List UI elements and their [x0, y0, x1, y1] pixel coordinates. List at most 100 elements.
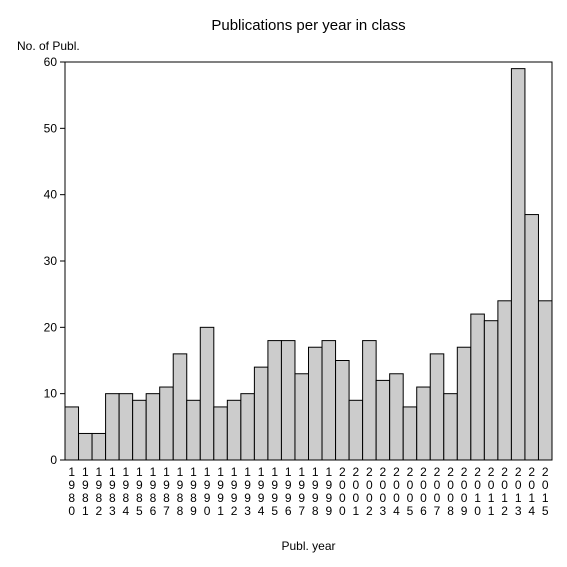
- x-tick-label-char: 9: [95, 478, 102, 492]
- x-tick-label-char: 0: [353, 478, 360, 492]
- x-tick-label-char: 0: [528, 478, 535, 492]
- x-tick-label-char: 2: [501, 465, 508, 479]
- x-tick-label-char: 3: [515, 504, 522, 518]
- x-tick-label-char: 3: [109, 504, 116, 518]
- bar: [376, 380, 390, 460]
- bar: [444, 394, 458, 460]
- x-tick-label-char: 0: [447, 491, 454, 505]
- x-tick-label-char: 9: [68, 478, 75, 492]
- bar: [92, 433, 106, 460]
- x-tick-label-char: 2: [95, 504, 102, 518]
- x-tick-label-char: 1: [285, 465, 292, 479]
- x-tick-label-char: 9: [190, 504, 197, 518]
- x-tick-label-char: 0: [407, 491, 414, 505]
- x-tick-label-char: 0: [380, 491, 387, 505]
- x-tick-label-char: 9: [258, 491, 265, 505]
- x-tick-label-char: 2: [461, 465, 468, 479]
- x-tick-label-char: 9: [109, 478, 116, 492]
- x-tick-label-char: 9: [325, 478, 332, 492]
- x-tick-label-char: 1: [488, 491, 495, 505]
- x-tick-label-char: 1: [231, 465, 238, 479]
- bar: [430, 354, 444, 460]
- bar: [417, 387, 431, 460]
- x-tick-label-char: 0: [339, 478, 346, 492]
- x-tick-label-char: 2: [420, 465, 427, 479]
- y-tick-label: 50: [44, 121, 58, 135]
- bar: [173, 354, 187, 460]
- x-tick-label-char: 1: [271, 465, 278, 479]
- bar: [363, 341, 377, 460]
- bar: [295, 374, 309, 460]
- x-tick-label-char: 9: [163, 478, 170, 492]
- bar: [254, 367, 268, 460]
- x-tick-label-char: 1: [177, 465, 184, 479]
- x-tick-label-char: 1: [109, 465, 116, 479]
- x-tick-label-char: 6: [285, 504, 292, 518]
- bar: [160, 387, 174, 460]
- bar: [146, 394, 160, 460]
- bar: [336, 361, 350, 461]
- x-tick-label-char: 2: [393, 465, 400, 479]
- x-tick-label-char: 9: [271, 478, 278, 492]
- x-tick-label-char: 1: [204, 465, 211, 479]
- x-tick-label-char: 3: [244, 504, 251, 518]
- chart-container: Publications per year in classNo. of Pub…: [0, 0, 567, 567]
- bar: [471, 314, 485, 460]
- bar: [538, 301, 552, 460]
- x-tick-label-char: 6: [420, 504, 427, 518]
- x-tick-label-char: 9: [136, 478, 143, 492]
- x-tick-label-char: 1: [95, 465, 102, 479]
- x-tick-label-char: 8: [177, 491, 184, 505]
- x-tick-label-char: 8: [447, 504, 454, 518]
- bar: [511, 69, 525, 460]
- x-tick-label-char: 0: [434, 491, 441, 505]
- x-tick-label-char: 4: [258, 504, 265, 518]
- x-tick-label-char: 2: [447, 465, 454, 479]
- x-tick-label-char: 0: [542, 478, 549, 492]
- x-tick-label-char: 8: [136, 491, 143, 505]
- x-tick-label-char: 5: [407, 504, 414, 518]
- x-tick-label-char: 3: [380, 504, 387, 518]
- x-tick-label-char: 0: [353, 491, 360, 505]
- x-tick-label-char: 9: [285, 491, 292, 505]
- x-tick-label-char: 9: [285, 478, 292, 492]
- x-tick-label-char: 7: [434, 504, 441, 518]
- x-tick-label-char: 2: [434, 465, 441, 479]
- x-tick-label-char: 1: [542, 491, 549, 505]
- bar: [133, 400, 147, 460]
- x-tick-label-char: 1: [163, 465, 170, 479]
- x-tick-label-char: 5: [542, 504, 549, 518]
- x-tick-label-char: 8: [123, 491, 130, 505]
- x-tick-label-char: 1: [136, 465, 143, 479]
- x-tick-label-char: 8: [109, 491, 116, 505]
- x-tick-label-char: 9: [298, 491, 305, 505]
- x-tick-label-char: 8: [68, 491, 75, 505]
- y-tick-label: 60: [44, 55, 58, 69]
- x-tick-label-char: 9: [231, 491, 238, 505]
- x-tick-label-char: 2: [488, 465, 495, 479]
- x-tick-label-char: 1: [244, 465, 251, 479]
- x-tick-label-char: 9: [312, 491, 319, 505]
- bar: [119, 394, 133, 460]
- x-tick-label-char: 1: [190, 465, 197, 479]
- x-tick-label-char: 8: [177, 504, 184, 518]
- bar-chart: Publications per year in classNo. of Pub…: [0, 0, 567, 567]
- x-tick-label-char: 0: [393, 478, 400, 492]
- x-tick-label-char: 2: [353, 465, 360, 479]
- x-tick-label-char: 0: [474, 478, 481, 492]
- x-tick-label-char: 2: [366, 465, 373, 479]
- y-tick-label: 20: [44, 320, 58, 334]
- x-tick-label-char: 9: [271, 491, 278, 505]
- x-tick-label-char: 2: [515, 465, 522, 479]
- x-tick-label-char: 2: [542, 465, 549, 479]
- x-tick-label-char: 9: [244, 478, 251, 492]
- bar: [106, 394, 120, 460]
- x-tick-label-char: 8: [95, 491, 102, 505]
- x-tick-label-char: 0: [366, 491, 373, 505]
- x-tick-label-char: 0: [393, 491, 400, 505]
- x-tick-label-char: 9: [123, 478, 130, 492]
- x-tick-label-char: 1: [474, 491, 481, 505]
- x-tick-label-char: 1: [150, 465, 157, 479]
- bar: [457, 347, 471, 460]
- x-tick-label-char: 0: [501, 478, 508, 492]
